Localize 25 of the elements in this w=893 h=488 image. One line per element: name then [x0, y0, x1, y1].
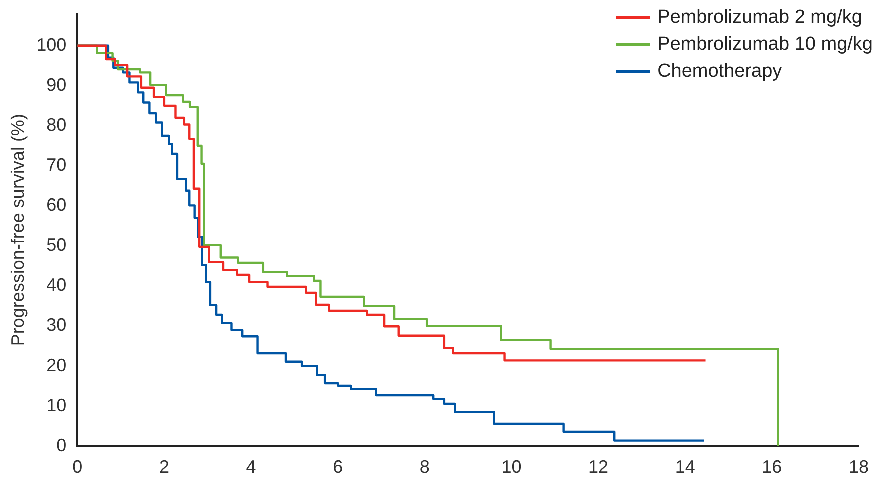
x-tick-label: 18: [848, 457, 870, 478]
y-tick-label: 40: [46, 275, 67, 296]
y-tick-label: 90: [46, 74, 67, 95]
y-tick-label: 60: [46, 195, 67, 216]
x-tick-label: 4: [246, 457, 256, 478]
y-tick-label: 50: [46, 235, 67, 256]
y-tick-label: 10: [46, 395, 67, 416]
y-tick-label: 70: [46, 154, 67, 175]
y-axis-title: Progression-free survival (%): [8, 114, 28, 346]
x-tick-label: 6: [333, 457, 344, 478]
x-tick-label: 10: [502, 457, 522, 478]
x-tick-label: 12: [588, 457, 609, 478]
legend-label: Pembrolizumab 2 mg/kg: [658, 6, 862, 28]
y-tick-label: 20: [46, 355, 67, 376]
y-tick-label: 30: [46, 315, 67, 336]
y-tick-label: 80: [46, 114, 67, 135]
legend-label: Chemotherapy: [658, 60, 782, 82]
x-tick-label: 8: [420, 457, 430, 478]
legend-label: Pembrolizumab 10 mg/kg: [658, 34, 873, 56]
y-tick-label: 0: [56, 435, 67, 456]
x-tick-label: 0: [72, 457, 83, 478]
x-tick-label: 16: [762, 457, 782, 478]
x-tick-label: 14: [675, 457, 696, 478]
x-tick-label: 2: [159, 457, 170, 478]
y-tick-label: 100: [36, 34, 67, 55]
